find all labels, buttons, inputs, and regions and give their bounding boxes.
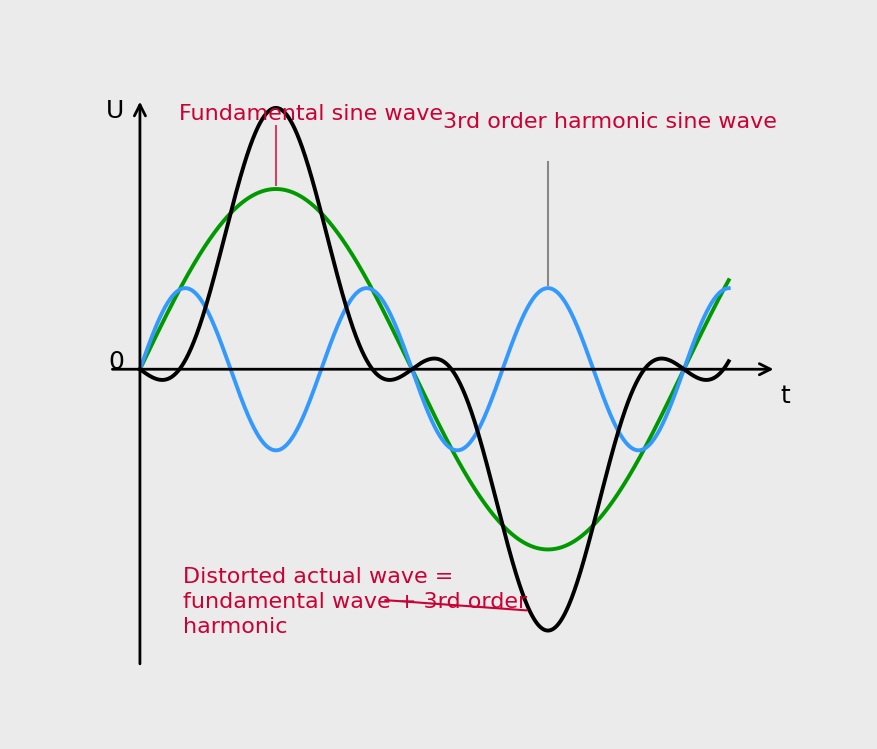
Text: Distorted actual wave =
fundamental wave + 3rd order
harmonic: Distorted actual wave = fundamental wave…	[183, 568, 527, 637]
Text: 3rd order harmonic sine wave: 3rd order harmonic sine wave	[443, 112, 777, 132]
Text: 0: 0	[109, 350, 125, 374]
Text: Fundamental sine wave: Fundamental sine wave	[179, 104, 443, 124]
Text: U: U	[106, 99, 125, 123]
Text: t: t	[781, 383, 790, 407]
